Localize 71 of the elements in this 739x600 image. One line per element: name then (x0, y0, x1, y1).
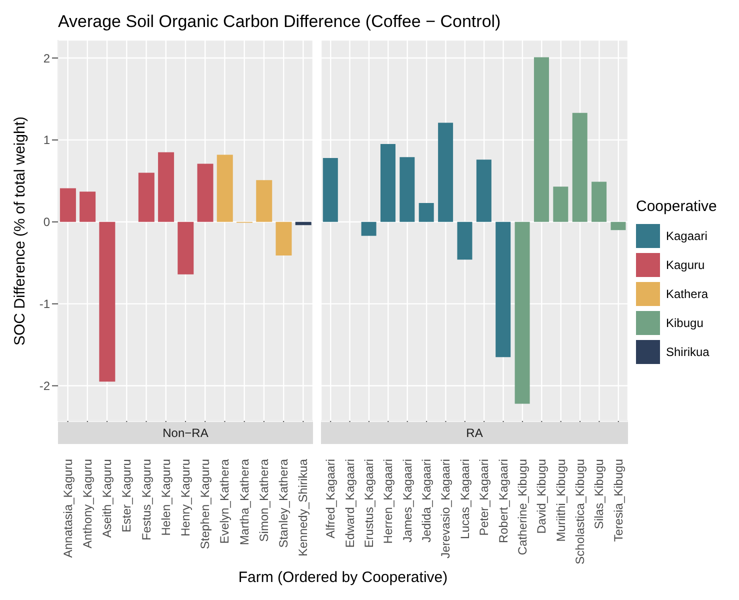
x-tick-label: Silas_Kibugu (592, 459, 606, 530)
x-tick-label: Catherine_Kibugu (515, 459, 530, 556)
y-axis-title: SOC Difference (% of total weight) (11, 115, 29, 347)
x-tick-label: Scholastica_Kibugu (573, 459, 588, 564)
bar (438, 122, 454, 222)
y-tick-label: 2 (43, 51, 50, 66)
bar (295, 222, 312, 226)
bar (418, 203, 434, 222)
bar (553, 186, 568, 222)
y-tick-label: -2 (39, 379, 50, 394)
legend-title: Cooperative (636, 198, 717, 215)
x-tick-label: Jedida_Kagaari (420, 459, 434, 542)
x-tick-label: David_Kibugu (534, 459, 549, 534)
text: Non−RA (58, 422, 313, 444)
bar (197, 164, 214, 222)
legend-label: Kaguru (666, 258, 705, 272)
x-tick-label: Martha_Kathera (237, 458, 252, 546)
bar (476, 160, 492, 222)
bar (158, 152, 174, 222)
x-tick-label: Evelyn_Kathera (218, 458, 232, 544)
x-tick-label: Herren_Kagaari (381, 459, 396, 544)
x-tick-label: Stanley_Kathera (276, 458, 291, 548)
bar (178, 222, 194, 274)
bar (380, 144, 396, 222)
x-tick-label: Peter_Kagaari (477, 459, 492, 536)
x-tick-label: Lucas_Kagaari (458, 459, 472, 540)
x-tick-label: Muriithi_Kibugu (554, 459, 568, 542)
x-tick-label: Simon_Kathera (256, 458, 271, 542)
x-tick-label: Festus_Kaguru (139, 459, 154, 540)
x-tick-label: Helen_Kaguru (158, 459, 173, 536)
bar (361, 222, 376, 236)
bar (99, 222, 116, 382)
bar (276, 222, 292, 256)
bar (496, 222, 511, 358)
bar (592, 182, 607, 222)
legend-label: Kibugu (666, 316, 704, 330)
bar (534, 57, 549, 222)
bar (610, 222, 626, 230)
x-tick-label: Stephen_Kaguru (198, 459, 212, 550)
x-tick-label: Anthony_Kaguru (80, 459, 94, 548)
x-tick-label: Edward_Kagaari (342, 459, 357, 548)
legend-label: Shirikua (666, 344, 710, 358)
x-tick-label: Alfred_Kagaari (324, 459, 338, 538)
chart-title: Average Soil Organic Carbon Difference (Coffee − Control) (58, 12, 501, 32)
bar (457, 222, 472, 260)
bar (400, 157, 415, 222)
y-tick-label: 1 (43, 133, 50, 148)
x-tick-label: Erustus_Kagaari (362, 459, 376, 548)
bar (572, 112, 588, 222)
legend-label: Kagaari (666, 228, 708, 242)
x-tick-label: Henry_Kaguru (178, 459, 192, 536)
x-tick-label: Jerevasio_Kagaari (438, 459, 453, 558)
x-tick-label: Annatasia_Kaguru (60, 459, 75, 558)
y-tick-label: 0 (43, 215, 50, 230)
x-tick-label: Kennedy_Shirikua (296, 458, 310, 556)
x-tick-label: Ester_Kaguru (120, 459, 134, 532)
bar (322, 158, 338, 222)
x-axis-title: Farm (Ordered by Cooperative) (237, 569, 449, 586)
legend-label: Kathera (666, 286, 708, 300)
bar (256, 180, 272, 222)
x-tick-label: Aseith_Kaguru (100, 459, 114, 538)
text: RA (321, 422, 628, 444)
bar (216, 154, 233, 222)
x-tick-label: Robert_Kagaari (496, 459, 510, 544)
x-tick-label: James_Kagaari (400, 459, 414, 542)
bar (80, 192, 96, 222)
bar (138, 172, 154, 222)
y-tick-label: -1 (39, 297, 50, 312)
x-tick-label: Teresia_Kibugu (611, 459, 626, 542)
bar (514, 222, 530, 404)
bar (60, 188, 76, 222)
